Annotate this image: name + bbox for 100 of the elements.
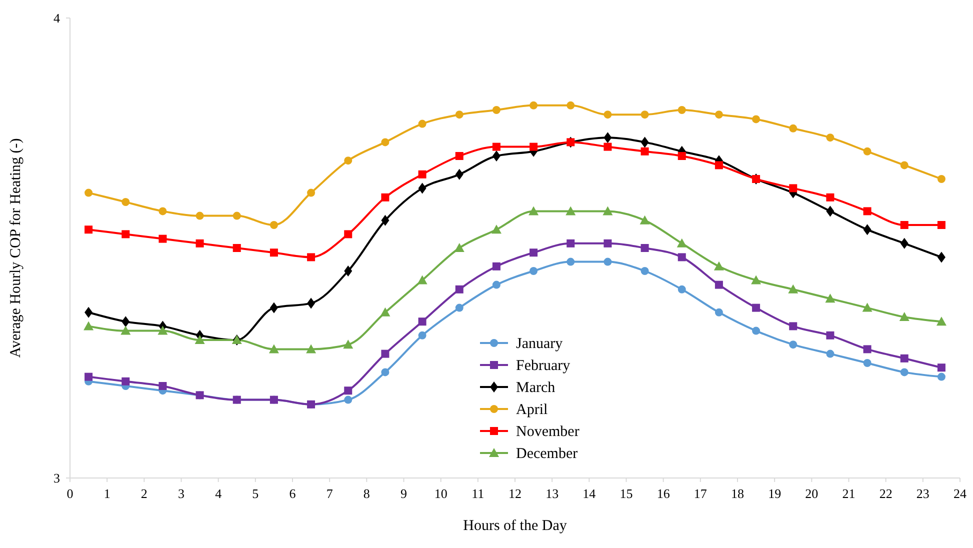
point	[196, 239, 204, 248]
x-tick-label: 21	[842, 486, 856, 501]
x-tick-label: 19	[768, 486, 782, 501]
point	[454, 243, 464, 252]
point	[752, 326, 760, 335]
point	[194, 335, 205, 344]
point	[900, 221, 908, 229]
point	[455, 285, 464, 294]
point	[122, 316, 130, 328]
point	[120, 326, 131, 335]
point	[788, 284, 798, 294]
point	[455, 152, 464, 160]
point	[789, 124, 798, 132]
point	[492, 142, 500, 151]
point	[937, 364, 946, 372]
point	[418, 182, 426, 194]
point	[826, 206, 834, 217]
point	[676, 238, 687, 248]
point	[232, 244, 241, 252]
point	[158, 326, 168, 335]
x-tick-label: 8	[363, 486, 370, 501]
point	[678, 106, 686, 114]
point	[270, 221, 278, 229]
point	[825, 294, 836, 303]
point	[640, 136, 649, 148]
x-tick-label: 17	[694, 486, 708, 501]
point	[232, 212, 241, 220]
x-tick-label: 14	[582, 486, 596, 501]
point	[122, 230, 130, 238]
point	[344, 230, 352, 238]
point	[381, 138, 390, 146]
point	[455, 168, 464, 180]
legend-label: November	[516, 424, 580, 440]
point	[306, 344, 316, 354]
point	[418, 331, 426, 340]
point	[196, 212, 204, 220]
point	[640, 215, 650, 224]
point	[604, 142, 612, 151]
point	[602, 206, 613, 216]
x-tick-label: 0	[66, 486, 74, 501]
point	[492, 150, 500, 162]
x-tick-label: 2	[140, 486, 148, 501]
point	[566, 239, 575, 248]
point	[158, 234, 167, 243]
point	[418, 120, 426, 128]
point	[714, 110, 723, 119]
point	[899, 312, 910, 321]
x-tick-label: 1	[104, 486, 110, 501]
point	[789, 340, 798, 349]
point	[714, 308, 723, 316]
point	[937, 221, 946, 229]
point	[418, 170, 426, 178]
x-axis-title: Hours of the Day	[463, 518, 568, 534]
x-tick-label: 3	[178, 486, 184, 501]
point	[566, 101, 575, 110]
y-axis-title: Average Hourly COP for Heating (-)	[8, 138, 24, 358]
point	[344, 266, 352, 276]
point	[492, 262, 500, 270]
x-tick-label: 6	[289, 486, 296, 501]
x-tick-label: 10	[434, 486, 448, 501]
point	[381, 193, 390, 202]
point	[158, 382, 167, 390]
point	[714, 161, 723, 170]
point	[900, 368, 908, 376]
point	[789, 184, 798, 192]
point	[826, 331, 834, 340]
x-tick-label: 11	[472, 486, 484, 501]
point	[863, 147, 872, 156]
point	[530, 267, 538, 275]
point	[640, 267, 649, 275]
x-tick-label: 22	[879, 486, 892, 501]
point	[900, 354, 908, 362]
point	[122, 377, 130, 386]
point	[863, 207, 872, 216]
x-tick-label: 24	[954, 486, 967, 501]
point	[566, 258, 575, 266]
point	[530, 142, 538, 151]
point	[381, 214, 390, 226]
x-tick-label: 13	[546, 486, 559, 501]
point	[307, 188, 316, 197]
x-tick-label: 4	[215, 486, 222, 501]
point	[84, 321, 94, 330]
point	[937, 175, 946, 183]
x-tick-label: 12	[508, 486, 522, 501]
point	[936, 316, 946, 326]
x-tick-label: 9	[400, 486, 407, 501]
point	[752, 304, 760, 312]
point	[937, 252, 946, 263]
point	[530, 248, 538, 257]
point	[937, 372, 946, 381]
legend-label: March	[516, 380, 556, 396]
point	[343, 340, 354, 349]
point	[826, 350, 834, 358]
point	[863, 345, 872, 354]
x-tick-label: 5	[252, 486, 259, 501]
point	[640, 110, 649, 119]
point	[826, 193, 834, 202]
point	[344, 396, 352, 404]
point	[344, 156, 352, 165]
x-tick-label: 15	[620, 486, 633, 501]
